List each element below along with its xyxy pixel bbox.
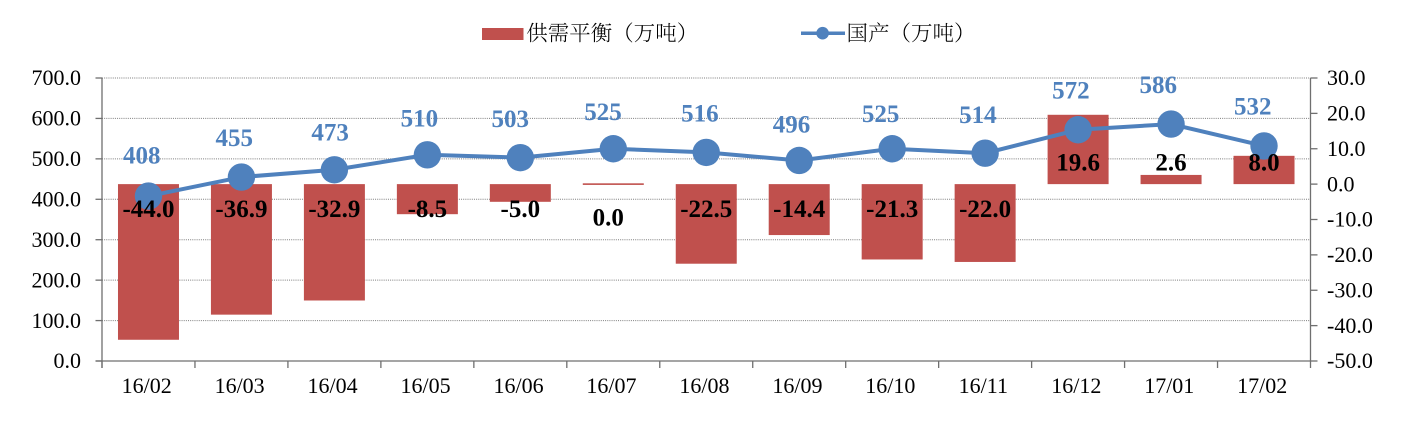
svg-text:525: 525 <box>862 101 900 128</box>
svg-text:20.0: 20.0 <box>1327 101 1366 126</box>
svg-text:10.0: 10.0 <box>1327 136 1366 161</box>
svg-text:-36.9: -36.9 <box>215 196 267 223</box>
svg-text:-8.5: -8.5 <box>408 196 448 223</box>
svg-text:30.0: 30.0 <box>1327 65 1366 90</box>
svg-text:572: 572 <box>1052 78 1090 105</box>
svg-text:600.0: 600.0 <box>32 106 82 131</box>
svg-text:16/07: 16/07 <box>586 373 636 398</box>
svg-text:503: 503 <box>492 106 530 133</box>
svg-text:-32.9: -32.9 <box>308 196 360 223</box>
svg-text:8.0: 8.0 <box>1248 149 1279 176</box>
svg-text:16/11: 16/11 <box>959 373 1008 398</box>
svg-text:16/10: 16/10 <box>865 373 915 398</box>
svg-text:455: 455 <box>215 125 253 152</box>
svg-text:-30.0: -30.0 <box>1327 277 1373 302</box>
svg-text:16/12: 16/12 <box>1051 373 1101 398</box>
svg-text:473: 473 <box>311 119 349 146</box>
svg-text:496: 496 <box>773 112 811 139</box>
svg-text:-5.0: -5.0 <box>501 196 541 223</box>
svg-text:2.6: 2.6 <box>1155 149 1186 176</box>
svg-text:300.0: 300.0 <box>32 227 82 252</box>
svg-text:16/09: 16/09 <box>772 373 822 398</box>
svg-text:510: 510 <box>401 106 439 133</box>
svg-text:-50.0: -50.0 <box>1327 348 1373 373</box>
svg-text:-44.0: -44.0 <box>122 196 174 223</box>
svg-text:-40.0: -40.0 <box>1327 313 1373 338</box>
svg-text:17/02: 17/02 <box>1237 373 1287 398</box>
svg-text:17/01: 17/01 <box>1144 373 1194 398</box>
svg-text:16/06: 16/06 <box>493 373 543 398</box>
svg-text:16/04: 16/04 <box>308 373 358 398</box>
svg-text:514: 514 <box>959 102 997 129</box>
svg-text:16/03: 16/03 <box>215 373 265 398</box>
svg-text:0.0: 0.0 <box>593 204 624 231</box>
svg-text:-10.0: -10.0 <box>1327 207 1373 232</box>
svg-text:-21.3: -21.3 <box>866 196 918 223</box>
svg-text:0.0: 0.0 <box>54 348 82 373</box>
svg-text:16/05: 16/05 <box>401 373 451 398</box>
svg-text:700.0: 700.0 <box>32 65 82 90</box>
svg-text:-22.5: -22.5 <box>680 196 732 223</box>
svg-text:100.0: 100.0 <box>32 308 82 333</box>
svg-text:516: 516 <box>681 101 719 128</box>
svg-text:586: 586 <box>1139 72 1177 99</box>
svg-text:200.0: 200.0 <box>32 267 82 292</box>
svg-text:532: 532 <box>1234 94 1272 121</box>
svg-text:400.0: 400.0 <box>32 186 82 211</box>
svg-text:16/08: 16/08 <box>679 373 729 398</box>
svg-text:525: 525 <box>584 99 622 126</box>
svg-text:19.6: 19.6 <box>1056 149 1100 176</box>
svg-text:16/02: 16/02 <box>122 373 172 398</box>
svg-text:-22.0: -22.0 <box>959 196 1011 223</box>
svg-text:408: 408 <box>123 143 161 170</box>
svg-text:-20.0: -20.0 <box>1327 242 1373 267</box>
svg-text:500.0: 500.0 <box>32 146 82 171</box>
svg-text:0.0: 0.0 <box>1327 171 1355 196</box>
svg-text:-14.4: -14.4 <box>773 196 826 223</box>
